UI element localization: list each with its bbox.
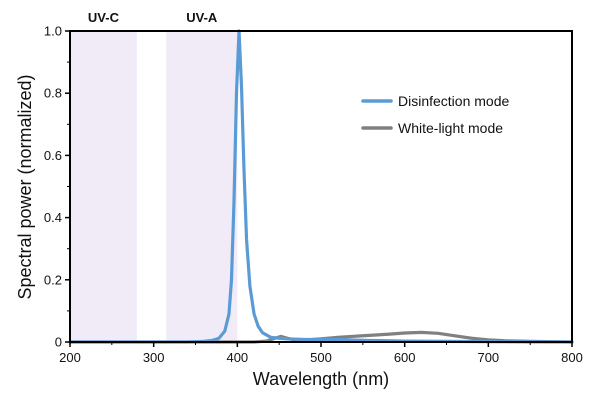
uv-c-band-label: UV-C bbox=[88, 10, 120, 25]
x-axis: 200 300 400 500 600 700 800 bbox=[59, 342, 583, 365]
y-tick-label: 0.8 bbox=[44, 86, 62, 101]
band-labels: UV-C UV-A bbox=[88, 10, 218, 25]
legend-label-disinfection-mode: Disinfection mode bbox=[398, 93, 509, 109]
x-tick-label: 800 bbox=[561, 350, 583, 365]
series-lines bbox=[68, 29, 574, 344]
y-tick-label: 0.4 bbox=[44, 210, 62, 225]
x-tick-label: 700 bbox=[477, 350, 499, 365]
x-tick-label: 400 bbox=[226, 350, 248, 365]
uv-c-band bbox=[70, 31, 137, 342]
y-axis: 0 0.2 0.4 0.6 0.8 1.0 bbox=[44, 24, 70, 350]
uv-a-band-label: UV-A bbox=[186, 10, 218, 25]
wavelength-bands bbox=[70, 31, 238, 342]
y-axis-title: Spectral power (normalized) bbox=[15, 74, 35, 299]
uv-a-band bbox=[166, 31, 238, 342]
x-tick-label: 200 bbox=[59, 350, 81, 365]
x-tick-label: 300 bbox=[143, 350, 165, 365]
legend: Disinfection mode White-light mode bbox=[361, 93, 509, 136]
plot-frame bbox=[69, 30, 573, 343]
y-tick-label: 0.2 bbox=[44, 272, 62, 287]
x-axis-title: Wavelength (nm) bbox=[253, 369, 389, 389]
disinfection-mode-line bbox=[68, 29, 574, 344]
x-tick-label: 600 bbox=[394, 350, 416, 365]
y-tick-label: 1.0 bbox=[44, 24, 62, 39]
legend-label-white-light-mode: White-light mode bbox=[398, 120, 503, 136]
y-tick-label: 0 bbox=[55, 335, 62, 350]
x-tick-label: 500 bbox=[310, 350, 332, 365]
y-tick-label: 0.6 bbox=[44, 148, 62, 163]
